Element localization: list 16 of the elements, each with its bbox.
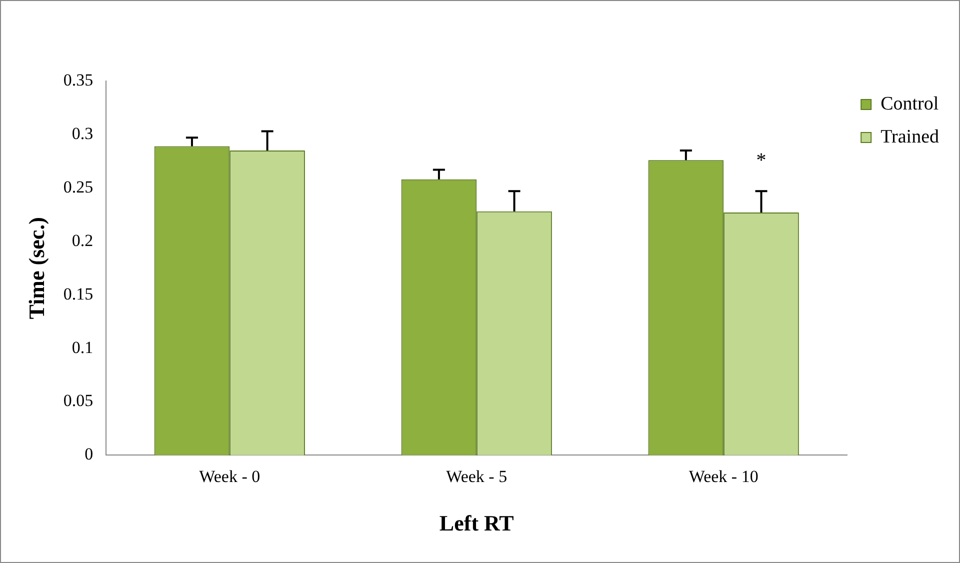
y-tick-label: 0 [84,444,94,464]
annotation: * [756,149,766,172]
x-tick-label: Week - 5 [446,466,508,486]
legend-label: Control [880,93,939,114]
y-tick-label: 0.15 [63,284,94,304]
y-axis-title: Time (sec.) [24,216,49,320]
y-tick-label: 0.25 [63,177,94,196]
y-tick-label: 0.1 [72,338,94,357]
x-tick-label: Week - 0 [199,466,260,486]
legend-label: Trained [880,126,940,148]
y-tick-label: 0.35 [63,70,94,90]
y-tick-label: 0.3 [72,124,94,143]
x-axis-title: Left RT [439,510,514,536]
y-tick-label: 0.2 [72,230,94,250]
x-tick-label: Week - 10 [688,466,758,486]
y-tick-label: 0.05 [63,391,94,410]
